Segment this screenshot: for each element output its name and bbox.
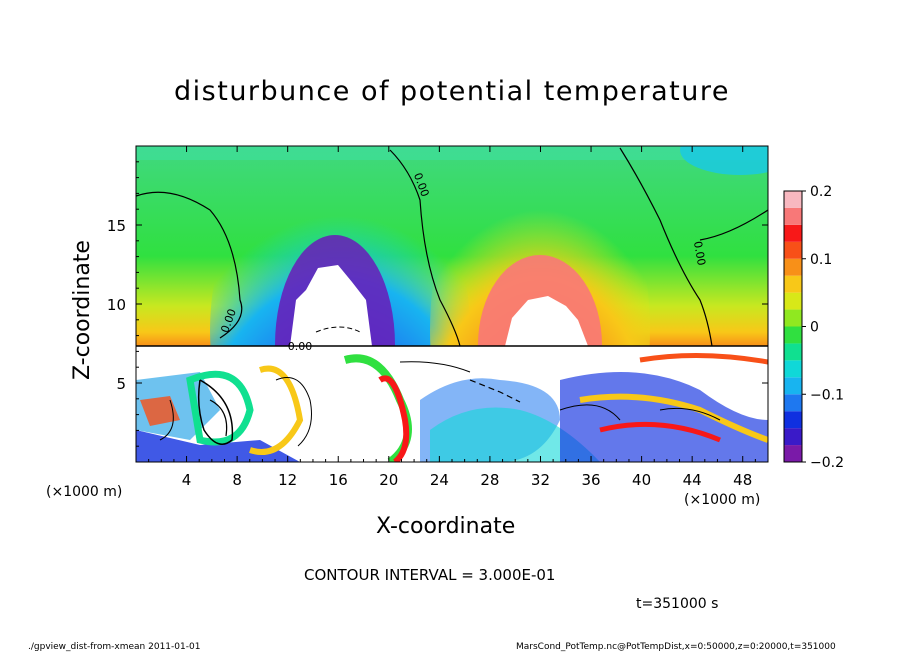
colorbar-swatch (784, 343, 802, 361)
y-tick-label: 15 (107, 217, 126, 235)
colorbar-swatch (784, 411, 802, 429)
x-tick-label: 24 (430, 471, 449, 489)
colorbar-swatch (784, 360, 802, 378)
colorbar-swatch (784, 275, 802, 293)
colorbar-swatch (784, 394, 802, 412)
y-tick-label: 5 (116, 375, 126, 393)
colorbar-swatch (784, 224, 802, 242)
colorbar-tick-label: −0.1 (810, 387, 844, 403)
footer-source-label: MarsCond_PotTemp.nc@PotTempDist,x=0:5000… (516, 642, 836, 652)
warm-core-mask (505, 296, 588, 346)
x-tick-label: 20 (379, 471, 398, 489)
y-axis-label: Z-coordinate (70, 240, 95, 380)
x-tick-label: 36 (581, 471, 600, 489)
x-tick-label: 28 (480, 471, 499, 489)
time-label: t=351000 s (636, 596, 719, 612)
colorbar-swatch (784, 428, 802, 446)
x-tick-label: 44 (683, 471, 702, 489)
contour-value-label: 0.00 (288, 340, 313, 353)
x-tick-label: 40 (632, 471, 651, 489)
x-tick-label: 16 (329, 471, 348, 489)
colorbar-tick-label: 0.2 (810, 184, 832, 200)
cold-core-mask (290, 265, 372, 346)
colorbar-swatch (784, 258, 802, 276)
contour-value-label: 0.00 (691, 240, 708, 266)
footer-script-label: ./gpview_dist-from-xmean 2011-01-01 (28, 642, 201, 652)
colorbar-swatch (784, 326, 802, 344)
x-tick-label: 8 (232, 471, 242, 489)
x-origin-unit-label: (×1000 m) (46, 484, 123, 500)
colorbar-swatch (784, 445, 802, 462)
y-axis: 5 10 15 (107, 161, 768, 447)
colorbar-tick-label: 0.1 (810, 252, 832, 268)
colorbar-swatch (784, 292, 802, 310)
x-tick-label: 12 (278, 471, 297, 489)
colorbar-tick-label: −0.2 (810, 455, 844, 471)
colorbar-swatch (784, 309, 802, 327)
colorbar: 0.2 0.1 0 −0.1 −0.2 (783, 184, 844, 471)
colorbar-swatch (784, 377, 802, 395)
x-axis-unit: (×1000 m) (684, 492, 761, 508)
colorbar-swatch (784, 191, 802, 208)
y-tick-label: 10 (107, 296, 126, 314)
x-axis-label: X-coordinate (376, 514, 516, 539)
contour-interval-label: CONTOUR INTERVAL = 3.000E-01 (304, 566, 556, 584)
colorbar-tick-label: 0 (810, 320, 819, 336)
x-axis: 4 8 12 16 20 24 28 32 36 40 44 48 (148, 146, 756, 489)
x-tick-label: 4 (182, 471, 192, 489)
colorbar-swatch (784, 207, 802, 225)
x-tick-label: 32 (531, 471, 550, 489)
x-tick-label: 48 (733, 471, 752, 489)
chart-title: disturbunce of potential temperature (174, 76, 730, 107)
colorbar-swatch (784, 241, 802, 259)
